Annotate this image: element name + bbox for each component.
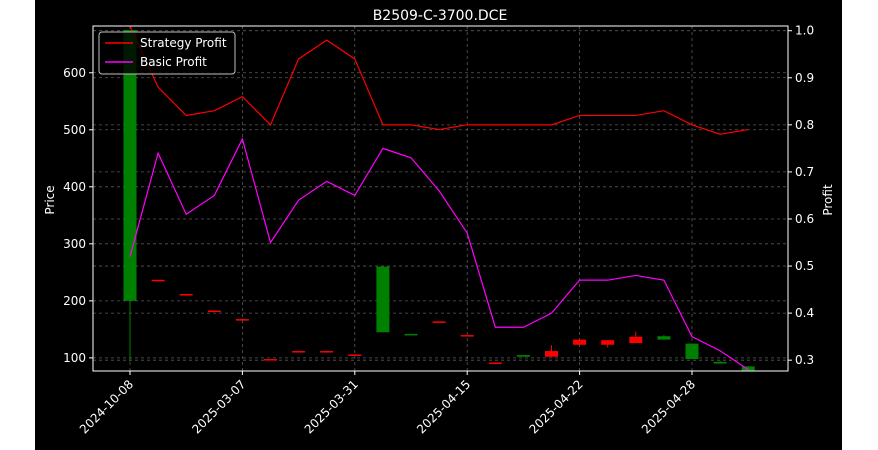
y-left-tick-label: 600 bbox=[63, 66, 86, 80]
chart-title: B2509-C-3700.DCE bbox=[373, 8, 508, 24]
y-axis-right-label: Profit bbox=[821, 184, 835, 216]
candle-body bbox=[179, 294, 193, 296]
candle-body bbox=[460, 335, 474, 337]
y-right-tick-label: 0.9 bbox=[795, 71, 814, 85]
legend-basic-label: Basic Profit bbox=[140, 55, 207, 69]
y-left-tick-label: 200 bbox=[63, 294, 86, 308]
x-tick-label: 2025-04-15 bbox=[414, 377, 473, 436]
y-left-tick-label: 500 bbox=[63, 123, 86, 137]
candle-body bbox=[516, 355, 530, 357]
candlestick-series bbox=[123, 29, 755, 371]
candle-body bbox=[488, 362, 502, 364]
candle-body bbox=[348, 354, 362, 356]
candle-body bbox=[320, 351, 334, 353]
candle-body bbox=[601, 340, 615, 345]
candle-body bbox=[545, 351, 558, 357]
chart-figure: 2024-10-08 2025-03-07 2025-03-31 2025-04-15… bbox=[35, 0, 842, 450]
candlestick-profit-chart: 2024-10-08 2025-03-07 2025-03-31 2025-04-15… bbox=[43, 8, 835, 436]
candle-body bbox=[713, 361, 727, 364]
candle-body bbox=[292, 351, 306, 353]
candle-body bbox=[404, 333, 418, 336]
x-tick-label: 2025-04-22 bbox=[527, 377, 586, 436]
y-axis-right: 0.3 0.4 0.5 0.6 0.7 0.8 0.9 1.0 bbox=[788, 24, 814, 367]
x-tick-label: 2025-03-31 bbox=[302, 377, 361, 436]
x-tick-label: 2025-04-28 bbox=[639, 377, 698, 436]
legend-strategy-label: Strategy Profit bbox=[140, 36, 227, 50]
candle-body bbox=[207, 310, 221, 313]
candle-body bbox=[264, 359, 277, 361]
candle-body bbox=[741, 366, 755, 371]
y-right-tick-label: 0.3 bbox=[795, 353, 814, 367]
basic-profit-line bbox=[129, 137, 749, 371]
y-left-tick-label: 100 bbox=[63, 351, 86, 365]
plot-frame bbox=[92, 25, 789, 372]
candle-body bbox=[432, 321, 446, 323]
y-right-tick-label: 1.0 bbox=[795, 24, 814, 38]
candle-body bbox=[151, 279, 165, 282]
y-right-tick-label: 0.7 bbox=[795, 165, 814, 179]
y-left-tick-label: 400 bbox=[63, 180, 86, 194]
legend: Strategy Profit Basic Profit bbox=[98, 31, 236, 75]
x-tick-label: 2024-10-08 bbox=[77, 377, 136, 436]
y-left-tick-label: 300 bbox=[63, 237, 86, 251]
candle-body bbox=[123, 29, 137, 301]
y-right-tick-label: 0.5 bbox=[795, 259, 814, 273]
candle-body bbox=[235, 319, 249, 321]
y-right-tick-label: 0.8 bbox=[795, 118, 814, 132]
y-axis-left-label: Price bbox=[43, 185, 57, 214]
candle-body bbox=[685, 343, 699, 360]
y-right-tick-label: 0.4 bbox=[795, 306, 814, 320]
x-tick-label: 2025-03-07 bbox=[189, 377, 248, 436]
candle-body bbox=[657, 336, 671, 340]
candle-body bbox=[573, 339, 587, 345]
candle-body bbox=[629, 336, 643, 344]
strategy-profit-line bbox=[129, 25, 749, 135]
y-right-tick-label: 0.6 bbox=[795, 212, 814, 226]
y-axis-left: 100 200 300 400 500 600 bbox=[63, 66, 93, 365]
candle-body bbox=[376, 266, 390, 333]
profit-lines bbox=[129, 25, 749, 371]
x-axis: 2024-10-08 2025-03-07 2025-03-31 2025-04-15… bbox=[77, 371, 698, 436]
